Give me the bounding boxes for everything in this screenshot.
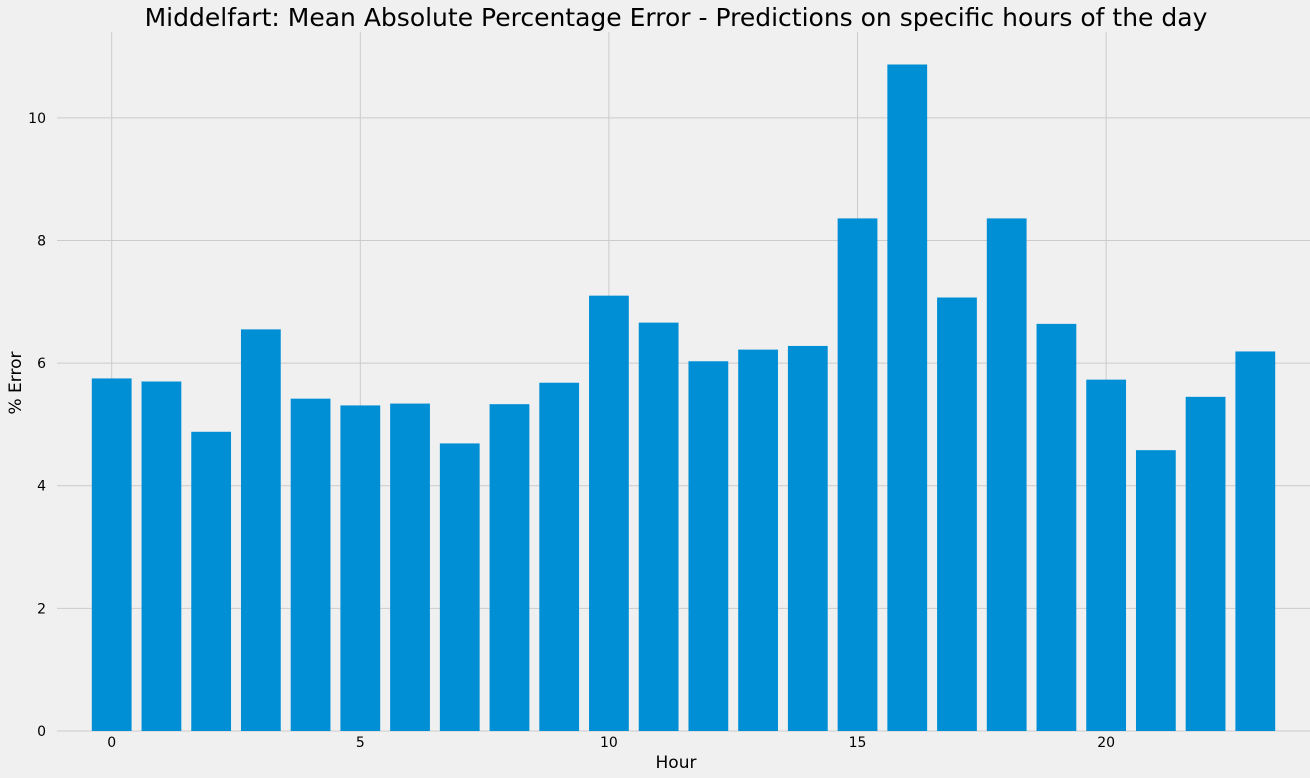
- bar-hour-11: [638, 322, 679, 731]
- bar-hour-15: [837, 218, 878, 731]
- bar-hour-13: [738, 349, 778, 731]
- bar-hour-18: [986, 218, 1027, 731]
- y-tick-labels: 0 2 4 6 8 10: [28, 111, 46, 740]
- bar-hour-17: [937, 297, 977, 731]
- x-tick-label: 20: [1097, 735, 1115, 751]
- y-tick-label: 10: [28, 111, 46, 127]
- bar-hour-7: [439, 443, 480, 731]
- x-tick-label: 10: [600, 735, 618, 751]
- bar-hour-16: [887, 64, 928, 731]
- bar-hour-3: [240, 329, 281, 731]
- bars: [91, 64, 1276, 731]
- y-tick-label: 6: [37, 356, 46, 372]
- bar-hour-14: [787, 345, 828, 731]
- bar-hour-23: [1235, 351, 1276, 731]
- bar-hour-1: [141, 381, 182, 731]
- chart-title: Middelfart: Mean Absolute Percentage Err…: [145, 3, 1208, 32]
- bar-hour-22: [1185, 396, 1226, 731]
- bar-hour-2: [191, 431, 232, 731]
- y-tick-label: 0: [37, 724, 46, 740]
- bar-hour-0: [91, 378, 132, 731]
- bar-hour-12: [688, 361, 729, 731]
- y-tick-label: 2: [37, 601, 46, 617]
- x-axis-label: Hour: [656, 753, 697, 773]
- x-tick-label: 15: [849, 735, 867, 751]
- bar-hour-8: [489, 404, 530, 731]
- bar-hour-19: [1036, 323, 1077, 731]
- y-tick-label: 4: [37, 479, 46, 495]
- x-tick-label: 5: [356, 735, 365, 751]
- bar-hour-21: [1135, 450, 1176, 731]
- bar-hour-4: [290, 398, 331, 731]
- bar-hour-9: [539, 382, 580, 731]
- x-tick-labels: 0 5 10 15 20: [107, 735, 1115, 751]
- bar-hour-10: [589, 295, 629, 731]
- bar-hour-6: [390, 403, 430, 731]
- y-axis-label: % Error: [6, 351, 26, 414]
- bar-hour-20: [1086, 379, 1127, 731]
- x-tick-label: 0: [107, 735, 116, 751]
- bar-hour-5: [340, 405, 381, 731]
- y-tick-label: 8: [37, 233, 46, 249]
